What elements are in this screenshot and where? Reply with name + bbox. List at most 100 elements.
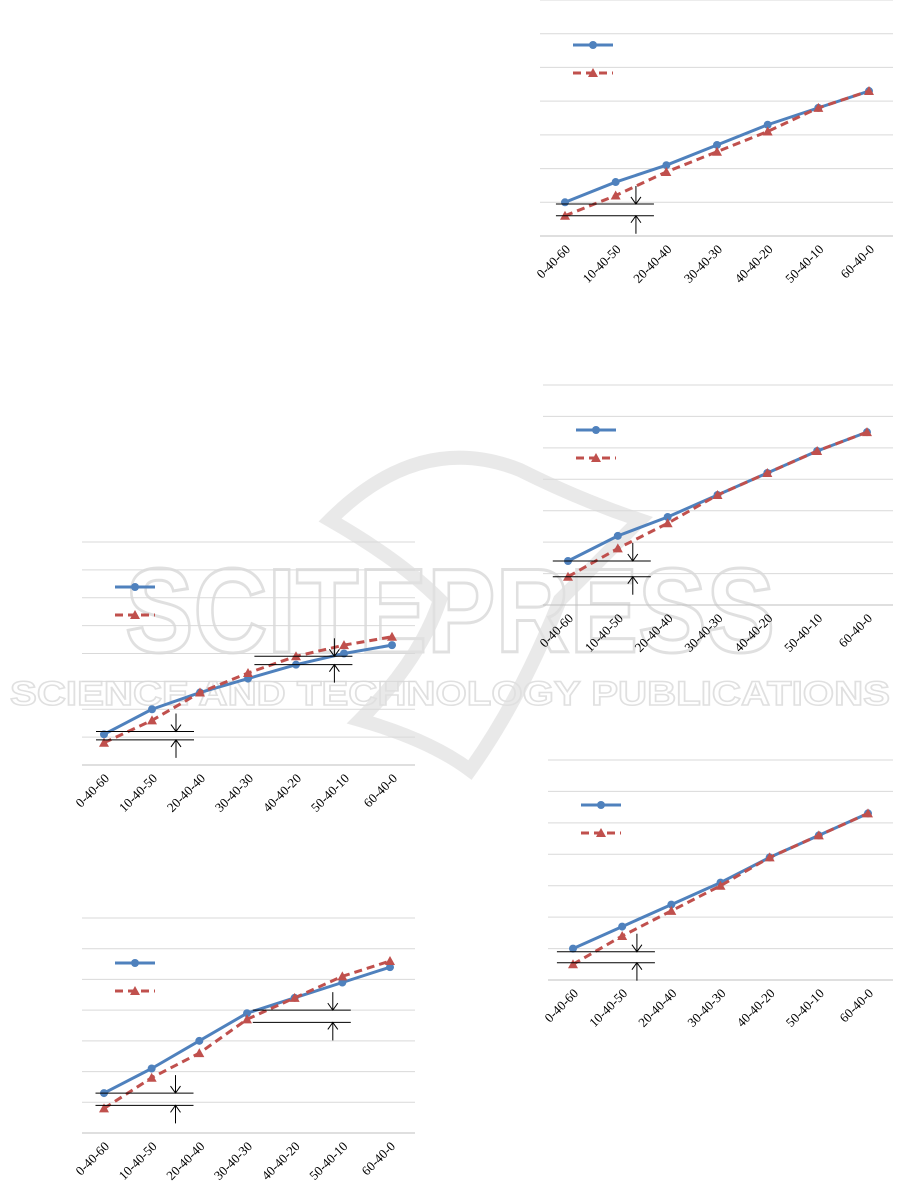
gap-annotation (95, 1075, 194, 1124)
annotation-up-arrowhead (631, 961, 643, 971)
series-2-point (662, 518, 673, 528)
annotation-up-arrowhead (630, 214, 642, 224)
series-1-point (713, 140, 721, 149)
x-tick-label: 0-40-60 (72, 771, 112, 811)
legend-series-2-marker (588, 68, 598, 77)
series-2-point (339, 640, 349, 650)
series-2-point (610, 190, 621, 200)
chart-middle-left: 0-40-60 10-40-50 20-40-40 30-40-30 40-40-20 5… (72, 917, 415, 1183)
legend-series-1-marker (597, 801, 605, 809)
series-1-point (386, 963, 394, 972)
x-tick-label: 40-40-20 (733, 986, 777, 1030)
series-2-point (764, 852, 775, 862)
gap-annotation (556, 933, 655, 981)
x-tick-label: 20-40-40 (163, 1139, 207, 1183)
series-2-point (666, 905, 677, 915)
x-tick-label: 60-40-0 (836, 986, 876, 1026)
series-2-line (567, 430, 868, 579)
legend-series-2-marker (130, 986, 140, 995)
series-1-line (103, 643, 393, 736)
annotation-down-arrowhead (627, 553, 639, 562)
x-tick-label: 20-40-40 (631, 611, 675, 655)
legend-series-1-marker (131, 583, 139, 591)
x-tick-label: 10-40-50 (582, 611, 626, 655)
x-tick-label: 10-40-50 (586, 986, 630, 1030)
series-2-point (715, 880, 726, 890)
chart-bottom-left: 0-40-60 10-40-50 20-40-40 30-40-30 40-40-20 5… (72, 541, 415, 815)
series-1-point (569, 944, 577, 953)
series-2-point (195, 687, 205, 697)
annotation-down-arrowhead (327, 1002, 339, 1012)
series-2-point (242, 1014, 252, 1024)
x-tick-label: 40-40-20 (260, 771, 304, 815)
x-tick-label: 50-40-10 (781, 611, 825, 655)
annotation-down-arrowhead (631, 944, 643, 953)
series-2-point (864, 86, 874, 96)
series-1-point (613, 531, 622, 540)
annotation-down-arrowhead (170, 724, 182, 733)
series-2-point (712, 146, 722, 156)
x-tick-label: 60-40-0 (835, 611, 875, 651)
annotation-up-arrowhead (170, 1104, 181, 1113)
annotation-down-arrowhead (170, 1085, 181, 1094)
series-1-point (388, 641, 396, 650)
x-tick-label: 20-40-40 (635, 986, 679, 1030)
series-2-point (617, 931, 628, 940)
series-2-point (762, 468, 773, 477)
x-tick-label: 0-40-60 (72, 1139, 112, 1179)
series-2-point (337, 971, 348, 981)
series-1-point (147, 1064, 156, 1073)
series-2-point (99, 737, 109, 747)
annotation-up-arrowhead (627, 575, 639, 585)
legend (115, 583, 155, 619)
series-1-point (667, 900, 676, 909)
series-2-point (147, 715, 157, 725)
series-1-line (103, 965, 391, 1095)
series-2-point (712, 490, 723, 499)
series-2-point (99, 1103, 109, 1113)
legend-series-1-marker (131, 959, 139, 967)
x-tick-label: 30-40-30 (211, 1139, 255, 1183)
annotation-down-arrowhead (630, 196, 642, 205)
legend-series-2-marker (596, 828, 606, 837)
series-2-point (291, 651, 301, 661)
x-tick-label: 20-40-40 (630, 242, 674, 286)
x-tick-label: 30-40-30 (212, 771, 256, 815)
x-tick-label: 20-40-40 (164, 771, 208, 815)
x-tick-label: 50-40-10 (782, 242, 826, 286)
x-tick-label: 60-40-0 (360, 771, 400, 811)
series-2-point (813, 102, 824, 112)
series-2-point (612, 543, 623, 553)
gap-annotation (252, 992, 351, 1041)
annotation-up-arrowhead (327, 1021, 339, 1030)
series-2-point (863, 808, 873, 818)
x-tick-label: 50-40-10 (783, 986, 827, 1030)
chart-bottom-right: 0-40-60 10-40-50 20-40-40 30-40-30 40-40-20 5… (541, 759, 893, 1030)
x-tick-label: 0-40-60 (541, 986, 581, 1026)
x-tick-label: 60-40-0 (358, 1139, 398, 1179)
series-2-point (146, 1072, 157, 1082)
series-1-point (561, 198, 569, 207)
legend (576, 426, 616, 462)
series-2-point (243, 668, 253, 678)
x-tick-label: 40-40-20 (258, 1139, 302, 1183)
x-tick-label: 30-40-30 (681, 611, 725, 655)
series-2-point (862, 427, 872, 437)
legend (573, 41, 613, 77)
series-1-point (195, 1036, 204, 1045)
gap-annotation (254, 638, 353, 683)
x-tick-label: 10-40-50 (116, 771, 160, 815)
series-2-point (661, 166, 672, 176)
series-1-point (243, 1009, 251, 1018)
x-tick-label: 50-40-10 (308, 771, 352, 815)
legend (115, 959, 155, 995)
series-1-point (100, 730, 108, 739)
gap-annotation (555, 185, 654, 234)
series-1-point (611, 178, 620, 187)
x-tick-label: 0-40-60 (536, 611, 576, 651)
series-1-point (340, 649, 348, 658)
annotation-up-arrowhead (328, 663, 340, 672)
x-tick-label: 40-40-20 (731, 611, 775, 655)
gap-annotation (96, 713, 194, 758)
